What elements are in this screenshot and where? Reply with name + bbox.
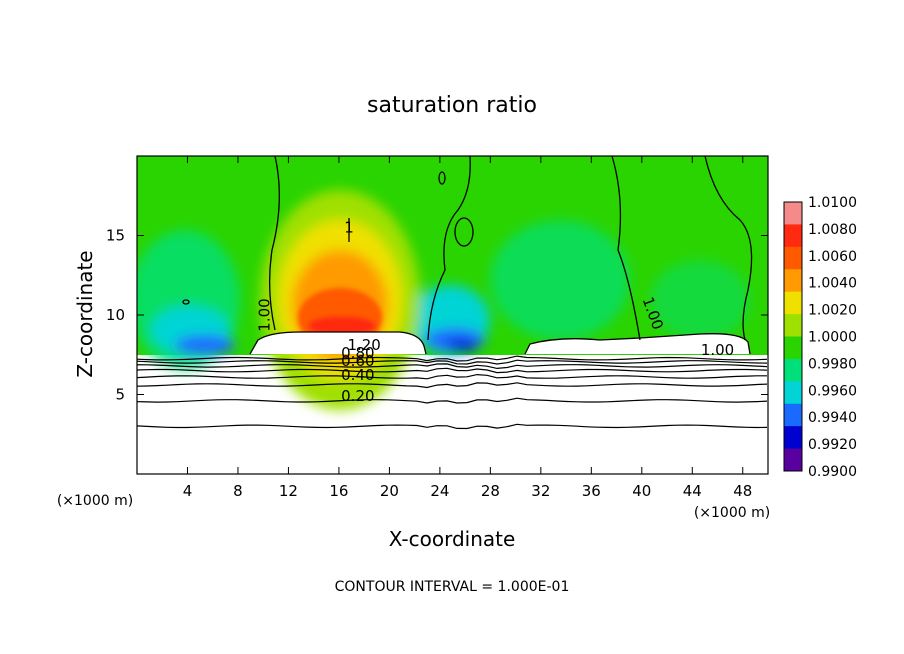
contour-line — [137, 373, 767, 380]
contour-label: 1.20 — [347, 336, 380, 354]
dry-region-left-deep — [175, 335, 235, 355]
contour-line — [137, 382, 768, 389]
colorbar-swatch — [784, 291, 802, 315]
contour-label: 0.60 — [341, 352, 374, 370]
x-tick-label: 32 — [531, 482, 550, 500]
colorbar-swatch — [784, 358, 802, 382]
contour-label: 1 — [344, 218, 354, 236]
contour-line-far — [704, 156, 753, 341]
field-lower-white — [137, 355, 768, 474]
colorbar-label: 1.0060 — [808, 249, 857, 265]
x-unit-label-left: (×1000 m) — [57, 493, 133, 509]
contour-ring-a — [454, 217, 474, 247]
contour-cloud-center — [249, 331, 427, 355]
cloud-patch-center — [250, 332, 426, 354]
x-tick-label: 4 — [183, 482, 193, 500]
x-tick-label: 24 — [430, 482, 449, 500]
contour-label: 0.80 — [341, 344, 374, 362]
x-tick-label: 48 — [733, 482, 752, 500]
x-tick-label: 8 — [233, 482, 243, 500]
colorbar-label: 0.9940 — [808, 410, 857, 426]
colorbar-label: 0.9920 — [808, 437, 857, 453]
colorbar-swatch — [784, 246, 802, 270]
contour-label: 1.00 — [256, 298, 274, 331]
colorbar-swatch — [784, 336, 802, 360]
colorbar-frame — [783, 201, 803, 472]
colorbar-label: 1.0100 — [808, 195, 857, 211]
plot-area — [137, 156, 768, 474]
contour-line — [137, 355, 768, 362]
colorbar-swatch — [784, 202, 802, 225]
contour-label: 0.40 — [341, 366, 374, 384]
y-tick-label: 10 — [106, 306, 125, 324]
contour-interval-note: CONTOUR INTERVAL = 1.000E-01 — [335, 579, 570, 595]
colorbar-label: 0.9980 — [808, 356, 857, 372]
contour-ring-b — [438, 171, 446, 185]
low-contour-lines — [137, 355, 768, 430]
dry-region-mid-core — [447, 340, 477, 352]
contour-line — [137, 359, 768, 365]
contour-line-left — [268, 156, 280, 331]
contour-line — [137, 363, 768, 370]
contour-line-right — [611, 156, 641, 341]
colorbar-label: 0.9960 — [808, 383, 857, 399]
colorbar-label: 1.0040 — [808, 276, 857, 292]
colorbar-swatch — [784, 269, 802, 293]
colorbar: 1.0100 1.0080 1.0060 1.0040 1.0020 1.0000 0.99… — [783, 195, 857, 480]
chart-title: saturation ratio — [367, 93, 537, 118]
y-tick-label: 15 — [106, 227, 125, 245]
contour-line — [137, 367, 768, 374]
x-tick-label: 20 — [380, 482, 399, 500]
x-unit-label-right: (×1000 m) — [694, 505, 770, 521]
colorbar-swatch — [784, 381, 802, 405]
colorbar-swatch — [784, 403, 802, 427]
x-tick-label: 16 — [329, 482, 348, 500]
contour-ring-c — [182, 299, 190, 305]
y-axis-ticks: 5 10 15 — [106, 227, 768, 404]
contour-label: 0.20 — [341, 387, 374, 405]
colorbar-label: 1.0000 — [808, 330, 857, 346]
dry-region-right — [490, 220, 630, 340]
x-axis-ticks: 4 8 12 16 20 24 28 32 36 40 44 48 — [183, 156, 752, 500]
contour-cloud-right — [524, 333, 751, 355]
x-tick-label: 44 — [683, 482, 702, 500]
cloud-patch-right — [525, 333, 750, 354]
colorbar-swatch — [784, 224, 802, 248]
y-axis-label: Z-coordinate — [73, 250, 97, 377]
contour-label: 1.00 — [701, 341, 734, 359]
x-tick-label: 36 — [582, 482, 601, 500]
contour-line-mid — [427, 156, 471, 341]
colorbar-swatch — [784, 448, 802, 472]
contour-line — [137, 423, 768, 430]
dry-region-far — [650, 260, 750, 340]
colorbar-label: 1.0080 — [808, 222, 857, 238]
moist-dome-deep-red — [308, 316, 376, 336]
x-tick-label: 40 — [632, 482, 651, 500]
colorbar-swatch — [784, 314, 802, 337]
one-contours — [182, 156, 753, 355]
x-axis-label: X-coordinate — [389, 527, 516, 551]
colorbar-label: 0.9900 — [808, 464, 857, 480]
y-tick-label: 5 — [115, 386, 125, 404]
colorbar-swatch — [784, 426, 802, 450]
contour-line — [137, 397, 768, 404]
colorbar-label: 1.0020 — [808, 303, 857, 319]
x-tick-label: 12 — [279, 482, 298, 500]
x-tick-label: 28 — [481, 482, 500, 500]
